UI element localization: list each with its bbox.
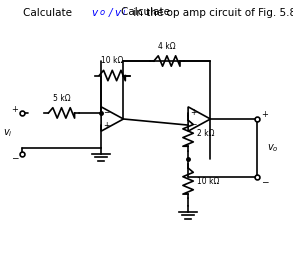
Text: Calculate: Calculate (120, 7, 173, 17)
Text: v: v (91, 8, 97, 18)
Text: +: + (11, 105, 18, 114)
Text: −: − (103, 108, 110, 117)
Text: 10 kΩ: 10 kΩ (197, 176, 220, 186)
Text: −: − (11, 153, 18, 162)
Text: v: v (114, 8, 120, 18)
Text: 2 kΩ: 2 kΩ (197, 129, 215, 138)
Text: +: + (103, 121, 110, 129)
Text: Calculate: Calculate (23, 8, 76, 18)
Text: o: o (100, 8, 105, 17)
Text: −: − (190, 121, 197, 129)
Text: 10 kΩ: 10 kΩ (101, 56, 123, 65)
Text: $v_o$: $v_o$ (267, 142, 279, 154)
Text: 5 kΩ: 5 kΩ (53, 94, 70, 103)
Text: +: + (261, 110, 268, 119)
Text: 4 kΩ: 4 kΩ (158, 42, 176, 51)
Text: /: / (108, 8, 112, 18)
Text: $v_i$: $v_i$ (3, 127, 12, 139)
Text: −: − (261, 177, 269, 186)
Text: +: + (190, 108, 197, 117)
Text: i: i (123, 8, 125, 17)
Text: in the op amp circuit of Fig. 5.87.: in the op amp circuit of Fig. 5.87. (130, 8, 293, 18)
